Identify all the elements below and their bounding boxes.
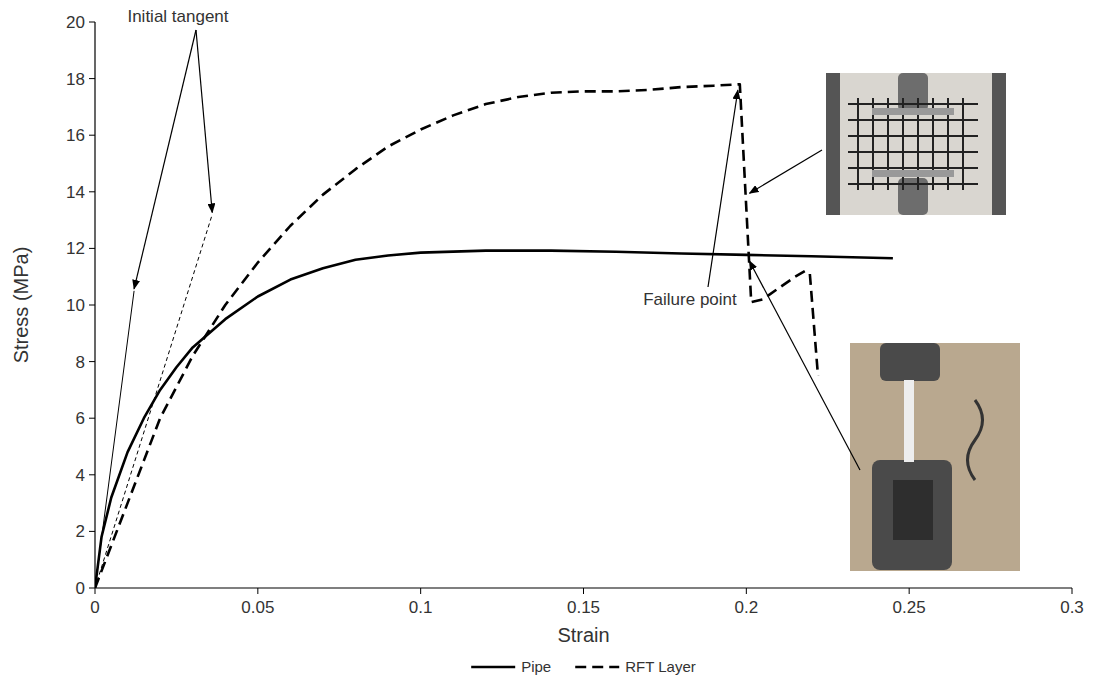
- x-tick: [1072, 588, 1073, 594]
- y-tick: [89, 191, 95, 192]
- annotation-arrow: [708, 90, 738, 287]
- y-tick: [89, 135, 95, 136]
- photo-grip: [872, 460, 952, 570]
- annotation-arrow: [196, 30, 212, 212]
- x-tick: [583, 588, 584, 594]
- photo-frame: [826, 73, 840, 215]
- y-tick: [89, 418, 95, 419]
- y-tick-label: 8: [76, 353, 85, 372]
- series-line: [95, 251, 893, 588]
- x-tick: [95, 588, 96, 594]
- photo-rft: [826, 73, 1006, 215]
- photo-bg: [826, 73, 1006, 215]
- y-tick-label: 10: [66, 296, 85, 315]
- y-tick: [89, 474, 95, 475]
- photo-grid: [848, 183, 978, 185]
- y-tick-label: 4: [76, 466, 85, 485]
- photo-grip: [880, 343, 940, 381]
- y-tick-label: 14: [66, 183, 85, 202]
- y-tick: [89, 248, 95, 249]
- photo-plate: [872, 170, 954, 177]
- x-tick-label: 0.15: [567, 598, 600, 617]
- x-tick-label: 0.1: [409, 598, 433, 617]
- y-tick: [89, 78, 95, 79]
- x-tick: [746, 588, 747, 594]
- photo-jaw: [893, 480, 933, 540]
- y-tick-label: 20: [66, 13, 85, 32]
- photo-grid: [848, 103, 978, 105]
- photo-grid: [962, 98, 964, 190]
- y-tick: [89, 531, 95, 532]
- y-tick: [89, 22, 95, 23]
- chart: 0 2 4 6 8 10 12 14 16 18 20 0 0.05 0.1 0.15 0.2 0.25 0.3 S…: [0, 0, 1095, 692]
- photo-pipe: [850, 343, 1020, 571]
- photo-bg: [850, 343, 1020, 571]
- legend-item: RFT Layer: [575, 658, 696, 675]
- legend-swatch: [471, 666, 515, 669]
- photo-frame: [992, 73, 1006, 215]
- photo-grid: [857, 98, 859, 190]
- annotation-arrow: [134, 30, 196, 289]
- legend-item: Pipe: [471, 658, 551, 675]
- photo-arrow: [750, 150, 822, 193]
- legend-label: Pipe: [521, 658, 551, 675]
- annotation-failure-point: Failure point: [643, 290, 737, 309]
- photo-arrow: [749, 261, 860, 470]
- x-tick: [257, 588, 258, 594]
- x-tick-label: 0.2: [735, 598, 759, 617]
- photo-grid: [848, 119, 978, 121]
- x-tick-label: 0.05: [241, 598, 274, 617]
- x-tick-label: 0: [90, 598, 99, 617]
- y-tick-label: 12: [66, 239, 85, 258]
- series-line: [95, 84, 818, 588]
- y-tick: [89, 361, 95, 362]
- x-axis-title: Strain: [557, 624, 609, 646]
- x-tick-label: 0.3: [1060, 598, 1084, 617]
- x-tick-label: 0.25: [893, 598, 926, 617]
- y-tick-label: 0: [76, 579, 85, 598]
- x-tick: [909, 588, 910, 594]
- photo-cable: [968, 400, 983, 480]
- photo-grid: [848, 151, 978, 153]
- y-tick-label: 16: [66, 126, 85, 145]
- y-tick-label: 6: [76, 409, 85, 428]
- y-axis-title: Stress (MPa): [10, 247, 32, 364]
- photo-plate: [872, 108, 954, 115]
- x-tick: [420, 588, 421, 594]
- photo-grid: [848, 135, 978, 137]
- y-tick: [89, 305, 95, 306]
- legend-swatch: [575, 666, 619, 669]
- plot-area: [95, 84, 893, 588]
- annotation-initial-tangent: Initial tangent: [127, 7, 228, 26]
- legend-label: RFT Layer: [625, 658, 696, 675]
- y-tick-label: 18: [66, 70, 85, 89]
- y-tick-label: 2: [76, 522, 85, 541]
- photo-grid: [848, 167, 978, 169]
- photo-strip: [904, 380, 914, 462]
- legend: Pipe RFT Layer: [471, 658, 696, 675]
- y-tick: [89, 588, 95, 589]
